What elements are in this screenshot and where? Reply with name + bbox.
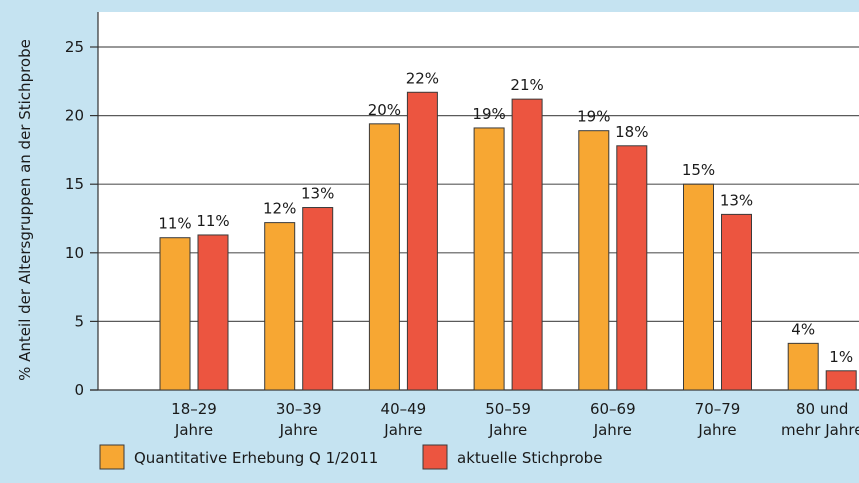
bar-quantitative <box>159 237 191 391</box>
legend-swatch <box>422 444 448 470</box>
data-label: 11% <box>196 212 229 230</box>
x-category-label: Jahre <box>279 421 318 439</box>
bar-stichprobe <box>721 213 752 391</box>
bar-quantitative <box>787 342 819 391</box>
legend-swatch <box>99 444 125 470</box>
y-tick-label: 25 <box>65 38 84 56</box>
x-category-label: 40–49 <box>381 400 427 418</box>
x-category-label: mehr Jahre <box>781 421 859 439</box>
y-tick-label: 5 <box>74 312 84 330</box>
x-category-label: 50–59 <box>485 400 531 418</box>
bar-quantitative <box>578 130 610 391</box>
y-tick-label: 15 <box>65 175 84 193</box>
bar-quantitative <box>368 123 400 391</box>
legend-label: aktuelle Stichprobe <box>457 449 602 467</box>
data-label: 15% <box>682 161 715 179</box>
y-tick-label: 0 <box>74 381 84 399</box>
x-category-label: Jahre <box>174 421 213 439</box>
bar-stichprobe <box>825 370 857 391</box>
x-category-label: Jahre <box>488 421 527 439</box>
x-category-label: 30–39 <box>276 400 322 418</box>
bar-stichprobe <box>406 91 438 391</box>
y-axis-title: % Anteil der Altersgruppen an der Stichp… <box>16 39 34 381</box>
data-label: 22% <box>406 69 439 87</box>
bar-quantitative <box>473 127 505 391</box>
bar-quantitative <box>264 222 296 391</box>
bar-stichprobe <box>302 207 334 391</box>
bar-stichprobe <box>616 145 648 391</box>
data-label: 4% <box>791 320 815 338</box>
x-category-label: 80 und <box>796 400 848 418</box>
bar-quantitative <box>683 183 714 391</box>
data-label: 20% <box>368 101 401 119</box>
x-category-label: 60–69 <box>590 400 636 418</box>
data-label: 21% <box>510 76 543 94</box>
data-label: 18% <box>615 123 648 141</box>
y-tick-label: 20 <box>65 107 84 125</box>
x-category-label: 70–79 <box>695 400 741 418</box>
legend-label: Quantitative Erhebung Q 1/2011 <box>134 449 378 467</box>
y-tick-label: 10 <box>65 244 84 262</box>
data-label: 13% <box>720 191 753 209</box>
bar-stichprobe <box>511 98 543 391</box>
data-label: 12% <box>263 200 296 218</box>
data-label: 13% <box>301 185 334 203</box>
bar-stichprobe <box>197 234 229 391</box>
data-label: 11% <box>158 215 191 233</box>
data-label: 1% <box>829 348 853 366</box>
x-category-label: Jahre <box>697 421 736 439</box>
data-label: 19% <box>577 108 610 126</box>
x-category-label: 18–29 <box>171 400 217 418</box>
data-label: 19% <box>472 105 505 123</box>
x-category-label: Jahre <box>593 421 632 439</box>
x-category-label: Jahre <box>383 421 422 439</box>
